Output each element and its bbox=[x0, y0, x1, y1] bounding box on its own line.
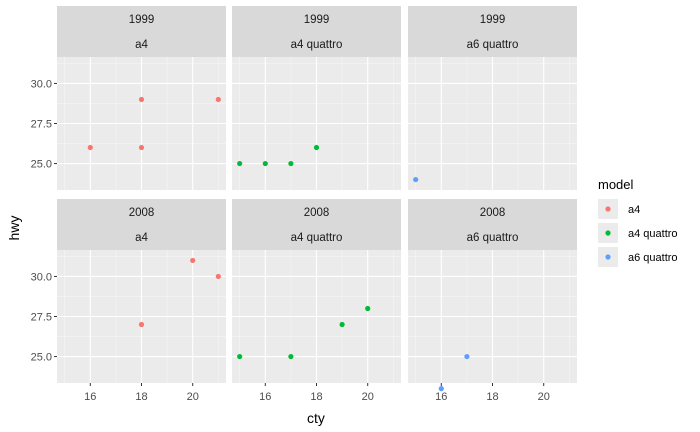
data-point bbox=[215, 96, 221, 103]
strip-label-model: a4 bbox=[135, 39, 148, 51]
facet-panel: 1999 a4 bbox=[57, 6, 226, 190]
legend: model a4 a4 quattro a6 quattro bbox=[598, 177, 678, 267]
x-tick-label: 20 bbox=[538, 391, 550, 403]
facet-strip bbox=[232, 6, 401, 57]
strip-label-year: 2008 bbox=[129, 207, 155, 219]
data-point bbox=[262, 160, 268, 167]
data-point bbox=[339, 321, 345, 328]
strip-label-model: a4 bbox=[135, 232, 148, 244]
y-tick-label: 30.0 bbox=[31, 78, 52, 90]
facet-strip bbox=[408, 199, 577, 250]
x-tick-label: 20 bbox=[187, 391, 199, 403]
legend-item: a4 bbox=[598, 199, 640, 219]
data-point bbox=[138, 144, 145, 151]
legend-item: a6 quattro bbox=[598, 247, 678, 267]
legend-key-point bbox=[605, 230, 611, 236]
x-tick-label: 16 bbox=[435, 391, 447, 403]
data-point bbox=[237, 353, 243, 360]
strip-label-model: a4 quattro bbox=[291, 232, 343, 244]
x-tick-label: 18 bbox=[135, 391, 147, 403]
facet-strip bbox=[57, 199, 226, 250]
facet-panel: 1999 a4 quattro bbox=[232, 6, 401, 190]
strip-label-model: a4 quattro bbox=[291, 39, 343, 51]
legend-items: a4 a4 quattro a6 quattro bbox=[598, 199, 678, 267]
data-point bbox=[288, 160, 294, 167]
data-point bbox=[365, 305, 371, 312]
data-point bbox=[438, 386, 444, 392]
facet-panel: 2008 a6 quattro bbox=[408, 199, 577, 392]
facet-strip bbox=[232, 199, 401, 250]
x-axis-title: cty bbox=[307, 410, 325, 426]
legend-label: a4 bbox=[628, 204, 640, 216]
facet-strip bbox=[408, 6, 577, 57]
axes: 25.0 27.5 30.0 25.0 27.5 30.0 16 18 20 16 18 20 16 18… bbox=[31, 78, 550, 403]
data-point bbox=[313, 144, 320, 151]
data-point bbox=[138, 321, 145, 328]
y-tick-label: 25.0 bbox=[31, 159, 52, 171]
facet-panel: 2008 a4 quattro bbox=[232, 199, 401, 383]
y-axis-title: hwy bbox=[6, 216, 22, 241]
strip-label-year: 2008 bbox=[480, 207, 506, 219]
legend-title: model bbox=[598, 177, 634, 192]
x-tick-label: 16 bbox=[84, 391, 96, 403]
data-point bbox=[87, 144, 93, 151]
data-point bbox=[464, 353, 470, 360]
x-tick-label: 18 bbox=[310, 391, 322, 403]
strip-label-year: 2008 bbox=[304, 207, 330, 219]
x-tick-label: 16 bbox=[259, 391, 271, 403]
data-point bbox=[190, 257, 196, 264]
facet-panel: 2008 a4 bbox=[57, 199, 226, 383]
y-tick-label: 27.5 bbox=[31, 312, 52, 324]
x-tick-label: 18 bbox=[486, 391, 498, 403]
data-point bbox=[237, 160, 243, 167]
y-tick-label: 25.0 bbox=[31, 352, 52, 364]
facet-panel: 1999 a6 quattro bbox=[408, 6, 577, 190]
strip-label-year: 1999 bbox=[304, 14, 330, 26]
y-tick-label: 30.0 bbox=[31, 271, 52, 283]
legend-label: a4 quattro bbox=[628, 228, 678, 240]
data-point bbox=[215, 273, 221, 280]
strip-label-model: a6 quattro bbox=[467, 232, 519, 244]
data-point bbox=[288, 353, 294, 360]
strip-label-year: 1999 bbox=[129, 14, 155, 26]
strip-label-model: a6 quattro bbox=[467, 39, 519, 51]
legend-label: a6 quattro bbox=[628, 252, 678, 264]
data-point bbox=[138, 96, 145, 103]
legend-item: a4 quattro bbox=[598, 223, 678, 243]
facet-strip bbox=[57, 6, 226, 57]
x-tick-label: 20 bbox=[362, 391, 374, 403]
facet-panels: 1999 a4 1999 a4 quattro 1999 a6 quattro 2008 a4… bbox=[57, 6, 577, 392]
strip-label-year: 1999 bbox=[480, 14, 506, 26]
data-point bbox=[413, 176, 419, 183]
legend-key-point bbox=[605, 254, 611, 260]
legend-key-point bbox=[605, 206, 611, 212]
y-tick-label: 27.5 bbox=[31, 119, 52, 131]
